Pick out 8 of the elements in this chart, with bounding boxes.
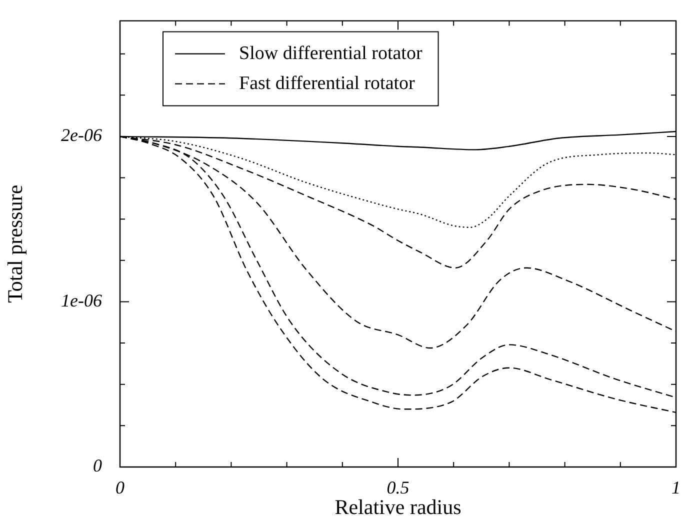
- y-axis-title: Total pressure: [3, 184, 28, 303]
- y-tick-label: 0: [93, 456, 102, 476]
- x-tick-label: 0: [116, 478, 124, 498]
- legend-label: Fast differential rotator: [239, 72, 416, 94]
- y-tick-label: 1e-06: [61, 290, 102, 310]
- y-tick-label: 2e-06: [61, 125, 102, 146]
- legend-label: Slow differential rotator: [239, 42, 423, 64]
- x-tick-label: 1: [672, 478, 680, 498]
